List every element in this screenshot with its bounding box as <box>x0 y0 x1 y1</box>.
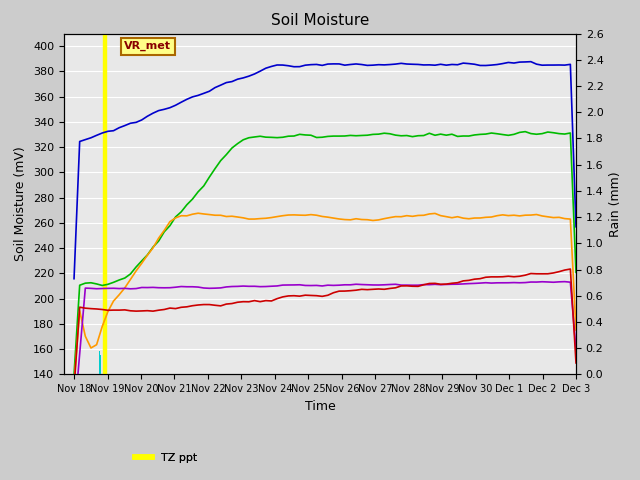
Bar <box>104 34 106 374</box>
Text: VR_met: VR_met <box>124 41 172 51</box>
X-axis label: Time: Time <box>305 400 335 413</box>
Bar <box>99 351 100 374</box>
Y-axis label: Soil Moisture (mV): Soil Moisture (mV) <box>15 146 28 262</box>
Legend: TZ ppt: TZ ppt <box>131 448 202 467</box>
Y-axis label: Rain (mm): Rain (mm) <box>609 171 622 237</box>
Bar <box>100 355 101 374</box>
Title: Soil Moisture: Soil Moisture <box>271 13 369 28</box>
